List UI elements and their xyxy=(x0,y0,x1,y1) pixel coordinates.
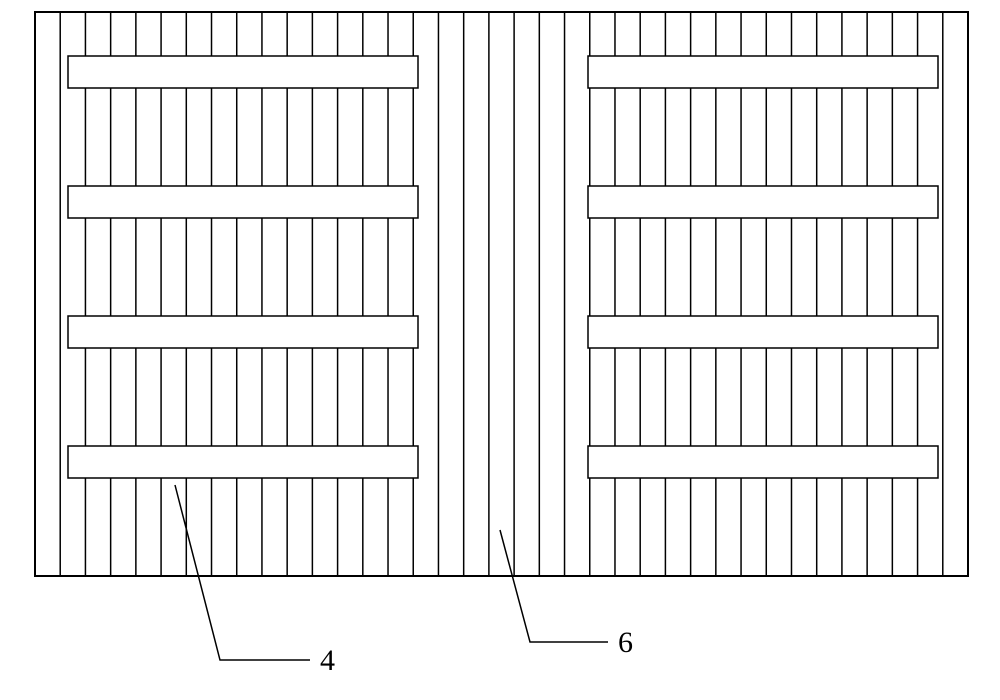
technical-diagram: 46 xyxy=(0,0,1000,700)
label-4-text: 4 xyxy=(320,644,335,677)
label-6-text: 6 xyxy=(618,626,633,659)
